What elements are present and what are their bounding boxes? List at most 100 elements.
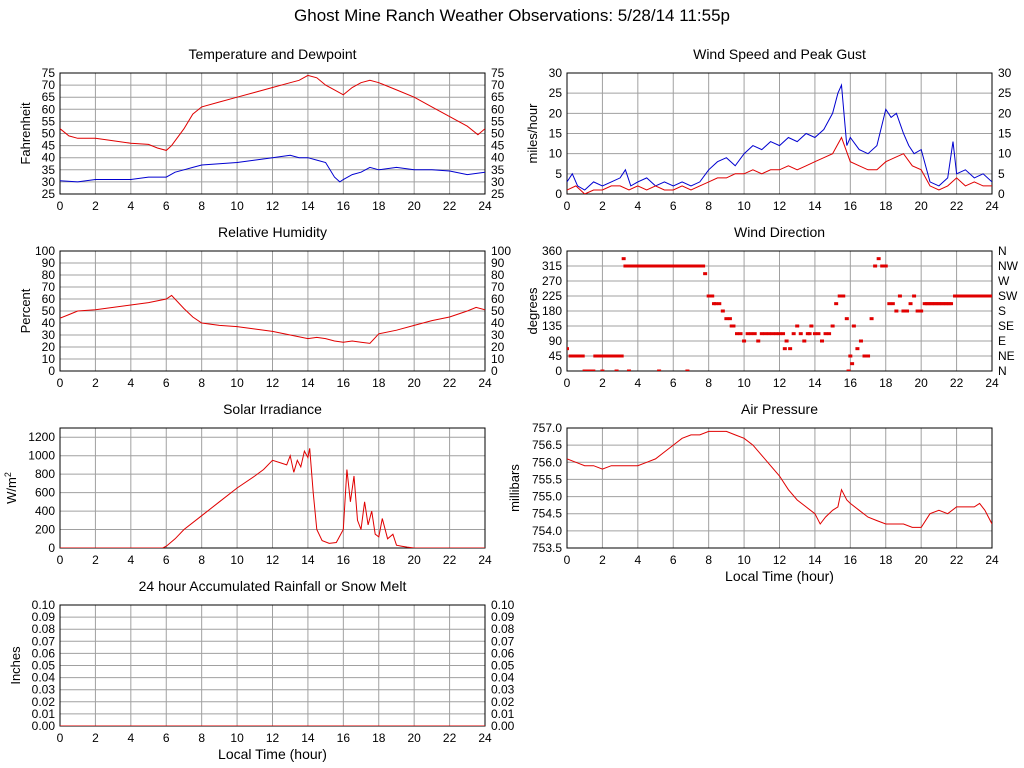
hum-x-tick-label: 16 — [337, 376, 351, 390]
dir-x-tick-label: 2 — [599, 376, 606, 390]
temp-right-tick-label: 45 — [491, 139, 505, 153]
rain-right-label: 0.09 — [491, 610, 515, 624]
solar-y-tick-label: 1200 — [28, 430, 55, 444]
temp-right-tick-label: 35 — [491, 163, 505, 177]
rain-right-label: 0.04 — [491, 671, 515, 685]
dir-point — [812, 332, 817, 336]
dir-point — [837, 294, 842, 298]
hum-y-tick-label: 0 — [48, 364, 55, 378]
dir-point — [876, 257, 881, 261]
wind-x-tick-label: 14 — [808, 199, 822, 213]
dir-right-label: NE — [998, 349, 1015, 363]
rain-right-label: 0.02 — [491, 695, 515, 709]
press-x-tick-label: 6 — [670, 553, 677, 567]
dir-y-tick-label: 135 — [542, 319, 562, 333]
rain-xlabel: Local Time (hour) — [218, 746, 327, 762]
dir-x-tick-label: 10 — [737, 376, 751, 390]
press-y-tick-label: 756.0 — [532, 455, 562, 469]
dir-y-tick-label: 45 — [549, 349, 563, 363]
temp-x-tick-label: 0 — [57, 199, 64, 213]
solar-x-tick-label: 12 — [266, 553, 280, 567]
dir-point — [816, 332, 821, 336]
solar-x-tick-label: 10 — [230, 553, 244, 567]
dir-point-run — [627, 264, 706, 268]
dir-point — [798, 332, 803, 336]
dir-point — [781, 332, 786, 336]
rain-title: 24 hour Accumulated Rainfall or Snow Mel… — [139, 578, 407, 594]
hum-right-tick-label: 90 — [491, 256, 505, 270]
dir-point — [752, 332, 757, 336]
rain-right-label: 0.00 — [491, 719, 515, 733]
dir-point — [614, 369, 619, 371]
dir-point — [846, 369, 851, 371]
press-y-tick-label: 754.5 — [532, 507, 562, 521]
temp-frame — [59, 72, 486, 195]
wind-y-tick-label: 25 — [549, 86, 563, 100]
dir-point — [858, 339, 863, 343]
dir-point — [890, 302, 895, 306]
hum-x-tick-label: 0 — [57, 376, 64, 390]
hum-y-tick-label: 100 — [35, 244, 55, 258]
rain-x-tick-label: 20 — [407, 731, 421, 745]
dir-point — [873, 264, 878, 268]
wind-x-tick-label: 2 — [599, 199, 606, 213]
wind-right-tick-label: 15 — [998, 127, 1012, 141]
dir-y-tick-label: 90 — [549, 334, 563, 348]
dir-point — [855, 347, 860, 351]
temp-x-tick-label: 2 — [92, 199, 99, 213]
dir-point-run — [584, 369, 596, 371]
hum-x-tick-label: 14 — [301, 376, 315, 390]
rain-y-tick-label: 0.03 — [32, 683, 56, 697]
dir-point — [912, 294, 917, 298]
solar-x-tick-label: 22 — [443, 553, 457, 567]
wind-y-tick-label: 30 — [549, 66, 563, 80]
wind-x-tick-label: 18 — [879, 199, 893, 213]
temp-right-tick-label: 25 — [491, 187, 505, 201]
temp-y-tick-label: 50 — [42, 127, 56, 141]
press-x-tick-label: 24 — [985, 553, 999, 567]
press-y-tick-label: 754.0 — [532, 524, 562, 538]
hum-right-tick-label: 10 — [491, 352, 505, 366]
hum-right-tick-label: 80 — [491, 268, 505, 282]
wind-y-tick-label: 20 — [549, 106, 563, 120]
temp-ylabel: Fahrenheit — [18, 102, 33, 165]
dir-x-tick-label: 24 — [985, 376, 999, 390]
wind-y-tick-label: 10 — [549, 147, 563, 161]
rain-y-tick-label: 0.00 — [32, 719, 56, 733]
dir-right-label: E — [998, 334, 1006, 348]
press-x-tick-label: 16 — [844, 553, 858, 567]
hum-y-tick-label: 10 — [42, 352, 56, 366]
dir-point — [834, 302, 839, 306]
solar-y-tick-label: 1000 — [28, 449, 55, 463]
press-grid — [566, 427, 993, 549]
dir-frame — [566, 250, 993, 372]
dir-point — [915, 309, 920, 313]
press-x-tick-label: 18 — [879, 553, 893, 567]
wind-y-tick-label: 5 — [555, 167, 562, 181]
dir-point — [866, 354, 871, 358]
press-x-tick-label: 12 — [773, 553, 787, 567]
dir-point — [773, 332, 778, 336]
press-x-tick-label: 4 — [634, 553, 641, 567]
temp-x-tick-label: 18 — [372, 199, 386, 213]
dir-x-tick-label: 4 — [634, 376, 641, 390]
dir-title: Wind Direction — [734, 224, 825, 240]
hum-y-tick-label: 70 — [42, 280, 56, 294]
hum-y-tick-label: 30 — [42, 328, 56, 342]
press-y-tick-label: 755.5 — [532, 472, 562, 486]
dir-point — [711, 302, 716, 306]
rain-y-tick-label: 0.05 — [32, 659, 56, 673]
dir-right-label: N — [998, 364, 1007, 378]
dir-point — [777, 332, 782, 336]
rain-x-tick-label: 10 — [230, 731, 244, 745]
hum-right-tick-label: 100 — [491, 244, 511, 258]
temp-x-tick-label: 4 — [127, 199, 134, 213]
temp-title: Temperature and Dewpoint — [188, 46, 356, 62]
dir-point — [710, 294, 715, 298]
dir-x-tick-label: 8 — [705, 376, 712, 390]
dir-point — [724, 317, 729, 321]
solar-x-tick-label: 24 — [478, 553, 492, 567]
